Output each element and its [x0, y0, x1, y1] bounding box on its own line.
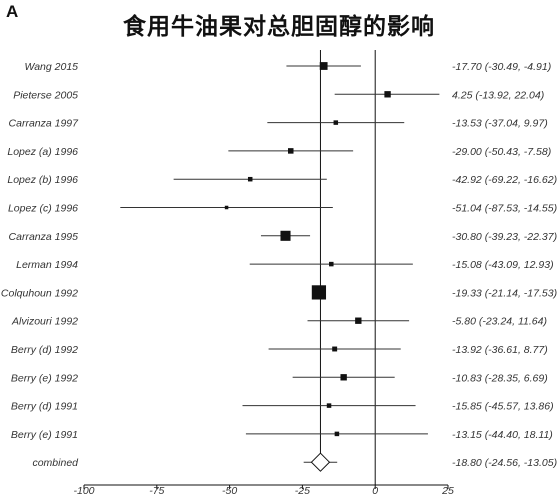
point-estimate-square — [287, 148, 294, 154]
study-label: Pieterse 2005 — [13, 89, 78, 101]
study-row: Carranza 1995 -30.80 (-39.23, -22.37) — [9, 230, 557, 243]
study-label: Lerman 1994 — [16, 259, 78, 271]
study-rows: Wang 2015 -17.70 (-30.49, -4.91) Pieterse … — [1, 61, 557, 441]
study-row: Alvizouri 1992 -5.80 (-23.24, 11.64) — [11, 316, 547, 328]
reference-lines — [319, 50, 376, 485]
point-estimate-square — [247, 176, 253, 182]
x-tick-label: -50 — [222, 485, 237, 497]
study-label: Lopez (a) 1996 — [7, 146, 78, 158]
point-estimate-square — [340, 374, 347, 381]
x-tick-label: -75 — [149, 485, 164, 497]
point-estimate-square — [280, 230, 291, 241]
panel-letter: A — [6, 2, 19, 21]
estimate-ci-label: -29.00 (-50.43, -7.58) — [452, 146, 551, 158]
estimate-ci-label: -15.85 (-45.57, 13.86) — [452, 401, 554, 413]
estimate-ci-label: -13.15 (-44.40, 18.11) — [452, 429, 553, 441]
combined-estimate-ci-label: -18.80 (-24.56, -13.05) — [452, 457, 557, 469]
estimate-ci-label: -19.33 (-21.14, -17.53) — [452, 287, 557, 299]
estimate-ci-label: -51.04 (-87.53, -14.55) — [452, 203, 557, 215]
estimate-ci-label: -13.92 (-36.61, 8.77) — [452, 344, 548, 356]
study-label: Lopez (c) 1996 — [8, 203, 78, 215]
study-row: Berry (d) 1992 -13.92 (-36.61, 8.77) — [11, 344, 548, 356]
estimate-ci-label: -15.08 (-43.09, 12.93) — [452, 259, 554, 271]
estimate-ci-label: -13.53 (-37.04, 9.97) — [452, 118, 548, 130]
point-estimate-square — [384, 91, 391, 98]
x-axis: -100 -75 -50 -25 0 25 — [73, 484, 454, 497]
combined-diamond — [310, 452, 331, 472]
study-row: Lopez (b) 1996 -42.92 (-69.22, -16.62) — [7, 174, 557, 186]
point-estimate-square — [326, 403, 332, 408]
study-label: Colquhoun 1992 — [1, 287, 78, 299]
study-label: Berry (d) 1992 — [11, 344, 78, 356]
study-row: Lerman 1994 -15.08 (-43.09, 12.93) — [16, 259, 553, 271]
combined-label: combined — [32, 457, 79, 469]
point-estimate-square — [332, 346, 338, 352]
study-row: Berry (d) 1991 -15.85 (-45.57, 13.86) — [11, 401, 554, 413]
estimate-ci-label: 4.25 (-13.92, 22.04) — [452, 89, 544, 101]
point-estimate-square — [319, 62, 328, 70]
point-estimate-square — [333, 120, 339, 125]
estimate-ci-label: -30.80 (-39.23, -22.37) — [452, 231, 557, 243]
estimate-ci-label: -10.83 (-28.35, 6.69) — [452, 372, 548, 384]
x-tick-label: -100 — [73, 485, 94, 497]
combined-row: combined -18.80 (-24.56, -13.05) — [32, 452, 557, 472]
study-row: Berry (e) 1992 -10.83 (-28.35, 6.69) — [11, 372, 548, 384]
estimate-ci-label: -17.70 (-30.49, -4.91) — [452, 61, 551, 73]
point-estimate-square — [224, 205, 229, 210]
study-row: Pieterse 2005 4.25 (-13.92, 22.04) — [13, 89, 544, 101]
study-row: Carranza 1997 -13.53 (-37.04, 9.97) — [9, 118, 548, 130]
study-label: Carranza 1997 — [9, 118, 80, 130]
study-row: Lopez (a) 1996 -29.00 (-50.43, -7.58) — [7, 146, 551, 158]
study-label: Berry (e) 1991 — [11, 429, 78, 441]
study-label: Berry (d) 1991 — [11, 401, 78, 413]
chart-title: 食用牛油果对总胆固醇的影响 — [123, 14, 435, 40]
study-label: Wang 2015 — [24, 61, 78, 73]
study-label: Carranza 1995 — [9, 231, 79, 243]
study-row: Berry (e) 1991 -13.15 (-44.40, 18.11) — [11, 429, 553, 441]
point-estimate-square — [329, 261, 334, 267]
study-row: Colquhoun 1992 -19.33 (-21.14, -17.53) — [1, 285, 557, 300]
x-tick-label: 25 — [441, 485, 454, 497]
study-row: Lopez (c) 1996 -51.04 (-87.53, -14.55) — [8, 203, 557, 215]
study-label: Lopez (b) 1996 — [7, 174, 78, 186]
study-row: Wang 2015 -17.70 (-30.49, -4.91) — [24, 61, 551, 73]
point-estimate-square — [355, 317, 362, 324]
point-estimate-square — [334, 431, 340, 437]
x-tick-label: -25 — [295, 485, 310, 497]
study-label: Alvizouri 1992 — [11, 316, 78, 328]
point-estimate-square — [311, 285, 327, 300]
study-label: Berry (e) 1992 — [11, 372, 78, 384]
estimate-ci-label: -42.92 (-69.22, -16.62) — [452, 174, 557, 186]
estimate-ci-label: -5.80 (-23.24, 11.64) — [452, 316, 547, 328]
x-tick-label: 0 — [372, 485, 378, 497]
